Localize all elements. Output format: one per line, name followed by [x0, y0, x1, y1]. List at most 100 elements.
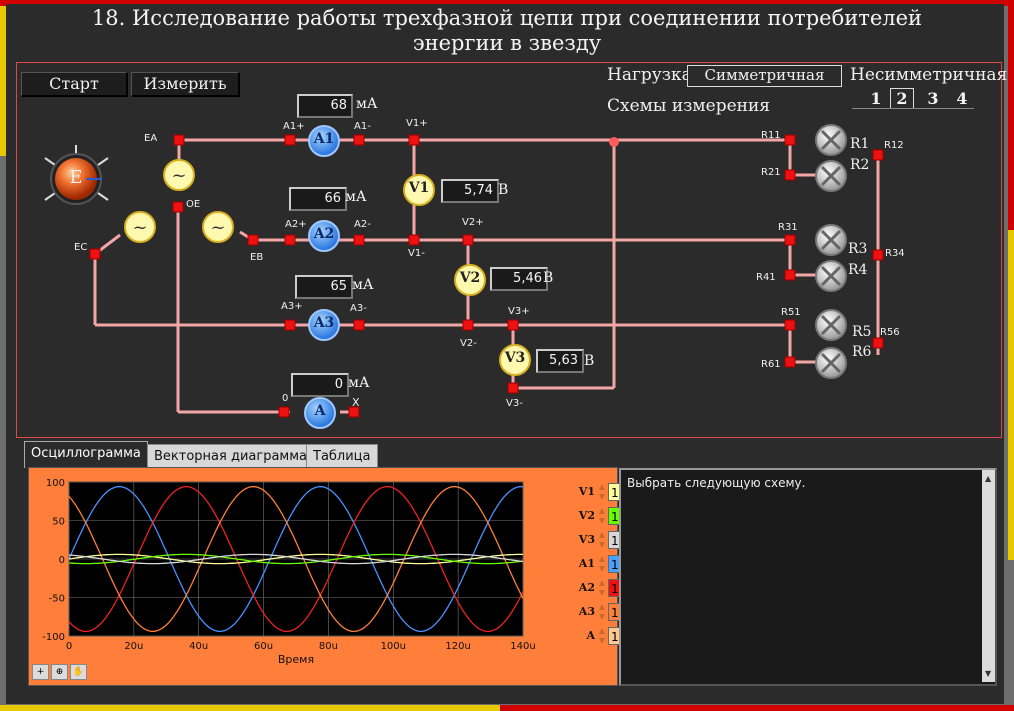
y-tick-label: -50: [49, 594, 65, 605]
scroll-down-icon[interactable]: ▼: [985, 669, 992, 678]
node-ec: EC: [74, 242, 88, 253]
oscillogram-chart: 0 20u 40u 60u 80u 100u 120u 140u 100 50 0 -50 -100 Вр…: [42, 478, 535, 666]
legend-name: V2: [578, 509, 595, 522]
ammeter-a-unit: мА: [348, 375, 370, 391]
terminal-r51: R51: [781, 307, 801, 318]
page-title: 18. Исследование работы трехфазной цепи …: [0, 6, 1014, 56]
schemes-label: Схемы измерения: [607, 96, 771, 116]
frame-border-bottom-right: [500, 705, 1014, 711]
x-tick-label: 100u: [381, 641, 406, 652]
legend-spinner-icon[interactable]: [598, 531, 606, 549]
ammeter-a2-readout: 66: [289, 187, 347, 211]
title-line-1: 18. Исследование работы трехфазной цепи …: [91, 6, 923, 30]
series-line-v3: [68, 553, 524, 565]
lamp-loads: [815, 124, 847, 379]
ammeter-symbols: [304, 125, 340, 429]
ammeter-a1-readout: 68: [297, 94, 353, 118]
scheme-3[interactable]: 3: [927, 89, 939, 108]
resistor-r5: R5: [852, 324, 872, 340]
resistor-r4: R4: [848, 262, 868, 278]
y-tick-label: -100: [42, 632, 65, 643]
terminal-r41: R41: [756, 272, 776, 283]
legend-spinner-icon[interactable]: [598, 627, 606, 645]
voltmeter-v2-minus: V2-: [460, 338, 477, 349]
legend-name: A3: [578, 605, 595, 618]
legend-spinner-icon[interactable]: [598, 579, 606, 597]
load-symmetric-option[interactable]: Симметричная: [687, 65, 842, 87]
ammeter-a1-label: A1: [313, 131, 335, 147]
voltmeter-v1-label: V1: [408, 180, 430, 196]
legend-spinner-icon[interactable]: [598, 603, 606, 621]
node-oe: OE: [186, 199, 201, 210]
terminals: [89, 134, 884, 418]
terminal-r31: R31: [778, 222, 798, 233]
ammeter-a-label: A: [314, 403, 326, 419]
voltmeter-v3-label: V3: [504, 350, 526, 366]
zoom-tool-icon[interactable]: ⊕: [51, 664, 68, 680]
start-button[interactable]: Старт: [21, 72, 128, 97]
frame-border-bottom-left: [0, 705, 500, 711]
x-tick-label: 40u: [189, 641, 208, 652]
voltmeter-v2-unit: В: [543, 270, 554, 286]
x-tick-label: 20u: [124, 641, 143, 652]
ammeter-a2-unit: мА: [345, 189, 367, 205]
ammeter-a1-minus: A1-: [354, 121, 371, 132]
ammeter-a3-unit: мА: [352, 277, 374, 293]
svg-text:~: ~: [210, 217, 225, 238]
scroll-up-icon[interactable]: ▲: [985, 474, 992, 483]
frame-border-right-bottom: [1008, 230, 1014, 560]
legend-spinner-icon[interactable]: [598, 483, 606, 501]
ammeter-a1-plus: A1+: [283, 121, 305, 132]
x-tick-label: 0: [66, 641, 72, 652]
node-ea: EA: [144, 133, 158, 144]
oscillogram-panel: 0 20u 40u 60u 80u 100u 120u 140u 100 50 0 -50 -100 Вр…: [28, 467, 629, 686]
legend-name: V3: [578, 533, 595, 546]
message-text: Выбрать следующую схему.: [627, 476, 806, 490]
voltmeter-v1-minus: V1-: [408, 248, 425, 259]
terminal-r12: R12: [884, 140, 904, 151]
crosshair-tool-icon[interactable]: +: [32, 664, 49, 680]
ammeter-a-readout: 0: [291, 373, 349, 397]
svg-text:~: ~: [132, 217, 147, 238]
ammeter-a3-label: A3: [313, 315, 335, 331]
resistor-r2: R2: [850, 157, 870, 173]
x-axis-label: Время: [278, 653, 314, 666]
y-tick-label: 0: [59, 555, 65, 566]
node-zero: 0: [282, 393, 289, 404]
pan-tool-icon[interactable]: ✋: [70, 664, 87, 680]
ammeter-a2-minus: A2-: [354, 219, 371, 230]
legend-spinner-icon[interactable]: [598, 507, 606, 525]
tab-table[interactable]: Таблица: [306, 444, 378, 469]
resistor-r1: R1: [850, 136, 870, 152]
voltmeter-v3-readout: 5,63: [536, 349, 584, 373]
power-source[interactable]: [44, 145, 109, 205]
voltmeter-v3-unit: В: [584, 353, 595, 369]
scheme-4[interactable]: 4: [956, 89, 968, 108]
tab-oscillogram[interactable]: Осциллограмма: [24, 441, 148, 468]
scheme-1[interactable]: 1: [870, 89, 882, 108]
node-eb: EB: [250, 252, 264, 263]
scheme-underline: [852, 108, 974, 109]
voltmeter-v2-label: V2: [459, 270, 481, 286]
legend-name: V1: [578, 485, 595, 498]
source-label: E: [69, 167, 83, 188]
load-asymmetric-option[interactable]: Несимметричная: [850, 65, 1008, 85]
series-line-a2: [68, 485, 524, 633]
measure-button[interactable]: Измерить: [131, 72, 240, 97]
node-x: X: [352, 396, 360, 409]
terminal-r21: R21: [761, 167, 781, 178]
legend-spinner-icon[interactable]: [598, 555, 606, 573]
message-scrollbar[interactable]: ▲ ▼: [982, 470, 995, 682]
tab-vector-diagram[interactable]: Векторная диаграмма: [147, 444, 314, 469]
x-tick-label: 60u: [254, 641, 273, 652]
legend-name: A2: [578, 581, 595, 594]
junction-node: [609, 137, 619, 147]
series-line-a1: [68, 485, 524, 633]
terminal-r11: R11: [761, 130, 781, 141]
series-line-v1: [68, 553, 523, 565]
voltmeter-v1-readout: 5,74: [441, 179, 499, 203]
voltmeter-v3-minus: V3-: [506, 398, 523, 409]
ammeter-a2-label: A2: [313, 226, 335, 242]
load-label: Нагрузка: [607, 65, 692, 85]
terminal-r56: R56: [880, 327, 900, 338]
